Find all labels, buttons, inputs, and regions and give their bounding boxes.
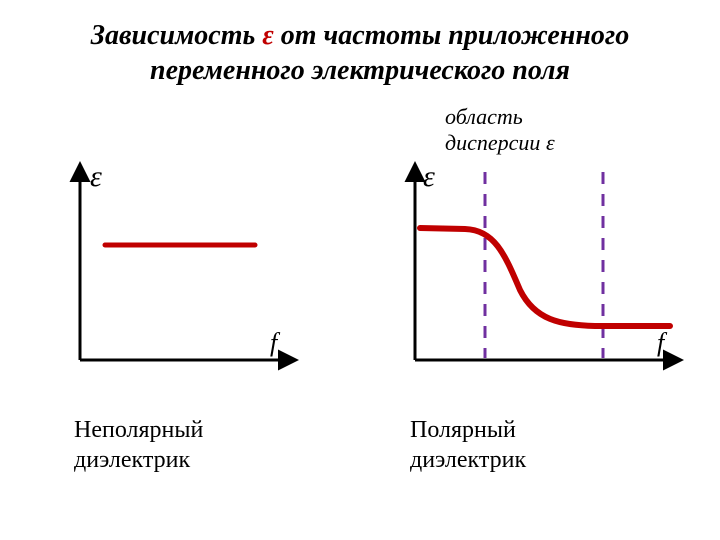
page-title: Зависимость ε от частоты приложенного пе… (0, 0, 720, 88)
caption2-line1: Полярный (410, 417, 516, 443)
chart2-dispersion-region (485, 172, 603, 358)
chart1-axes (80, 170, 290, 360)
chart1-svg (50, 160, 370, 420)
caption-nonpolar: Неполярный диэлектрик (74, 415, 203, 475)
caption2-line2: диэлектрик (410, 447, 526, 473)
title-eps: ε (262, 20, 273, 51)
chart-nonpolar: ε f (50, 160, 370, 420)
chart2-svg (395, 160, 715, 420)
chart-polar: ε f (395, 160, 715, 420)
title-prefix: Зависимость (91, 20, 263, 51)
chart2-curve (420, 228, 670, 326)
note-line2-prefix: дисперсии (445, 130, 546, 155)
caption1-line2: диэлектрик (74, 447, 190, 473)
dispersion-note: область дисперсии ε (445, 104, 555, 157)
chart2-axes (415, 170, 675, 360)
note-eps: ε (546, 130, 555, 155)
note-line1: область (445, 104, 523, 129)
title-line2: переменного электрического поля (150, 55, 570, 86)
caption1-line1: Неполярный (74, 417, 203, 443)
caption-polar: Полярный диэлектрик (410, 415, 526, 475)
title-suffix1: от частоты приложенного (274, 20, 629, 51)
